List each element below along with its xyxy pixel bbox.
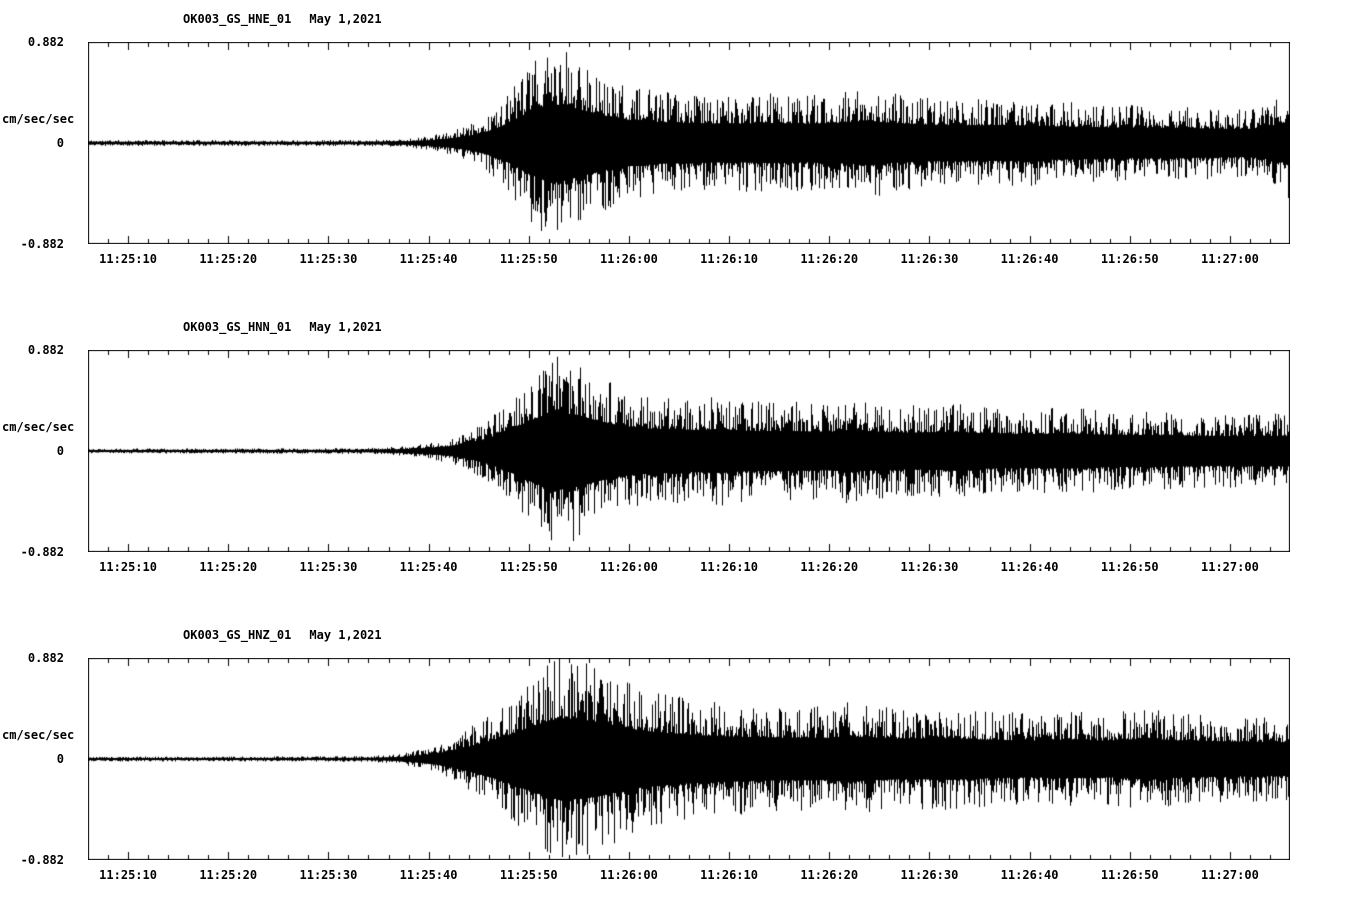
y-tick-min: -0.882 (20, 545, 64, 559)
y-tick-zero: 0 (56, 136, 64, 150)
x-tick-label: 11:25:30 (299, 252, 358, 266)
y-axis-units: cm/sec/sec (2, 728, 75, 742)
x-tick-label: 11:26:30 (900, 560, 959, 574)
x-tick-label: 11:25:30 (299, 560, 358, 574)
x-tick-label: 11:25:30 (299, 868, 358, 882)
x-tick-label: 11:25:10 (99, 560, 157, 574)
x-tick-label: 11:26:40 (1000, 252, 1059, 266)
x-tick-label: 11:26:10 (700, 252, 758, 266)
y-tick-min: -0.882 (20, 237, 64, 251)
y-tick-zero: 0 (56, 752, 64, 766)
x-tick-label: 11:26:20 (800, 252, 859, 266)
y-tick-max: 0.882 (27, 651, 64, 665)
y-tick-min: -0.882 (20, 853, 64, 867)
x-tick-label: 11:26:40 (1000, 560, 1059, 574)
y-tick-zero: 0 (56, 444, 64, 458)
seismogram-panel-hnn: OK003_GS_HNN_01 May 1,2021 0.882 cm/sec/s… (0, 308, 1358, 616)
waveform-plot-hnn (88, 350, 1290, 552)
x-tick-label: 11:25:10 (99, 868, 157, 882)
station-channel-label: OK003_GS_HNE_01 (183, 12, 292, 26)
x-tick-label: 11:25:40 (399, 868, 458, 882)
x-axis-labels: 11:25:10 11:25:20 11:25:30 11:25:40 11:25:50… (88, 252, 1290, 268)
x-tick-label: 11:27:00 (1200, 252, 1259, 266)
y-tick-max: 0.882 (27, 343, 64, 357)
y-axis-units: cm/sec/sec (2, 112, 75, 126)
x-tick-label: 11:25:20 (199, 560, 258, 574)
panel-title: OK003_GS_HNZ_01 May 1,2021 (183, 628, 382, 642)
y-tick-max: 0.882 (27, 35, 64, 49)
x-tick-label: 11:26:10 (700, 868, 758, 882)
panel-title: OK003_GS_HNE_01 May 1,2021 (183, 12, 382, 26)
x-tick-label: 11:26:40 (1000, 868, 1059, 882)
x-tick-label: 11:26:50 (1100, 868, 1159, 882)
x-tick-label: 11:25:50 (499, 560, 558, 574)
x-tick-label: 11:26:10 (700, 560, 758, 574)
x-tick-label: 11:26:30 (900, 252, 959, 266)
x-tick-label: 11:26:50 (1100, 560, 1159, 574)
x-tick-label: 11:26:50 (1100, 252, 1159, 266)
x-tick-label: 11:27:00 (1200, 560, 1259, 574)
x-tick-label: 11:25:50 (499, 868, 558, 882)
x-axis-labels: 11:25:10 11:25:20 11:25:30 11:25:40 11:25:50… (88, 560, 1290, 576)
x-tick-label: 11:26:00 (599, 560, 658, 574)
date-label: May 1,2021 (309, 12, 382, 26)
x-axis-labels: 11:25:10 11:25:20 11:25:30 11:25:40 11:25:50… (88, 868, 1290, 884)
seismogram-panel-hne: OK003_GS_HNE_01 May 1,2021 0.882 cm/sec/s… (0, 0, 1358, 308)
station-channel-label: OK003_GS_HNN_01 (183, 320, 292, 334)
x-tick-label: 11:26:00 (599, 868, 658, 882)
x-tick-label: 11:26:20 (800, 560, 859, 574)
seismogram-panel-hnz: OK003_GS_HNZ_01 May 1,2021 0.882 cm/sec/s… (0, 616, 1358, 924)
x-tick-label: 11:26:30 (900, 868, 959, 882)
waveform-plot-hne (88, 42, 1290, 244)
x-tick-label: 11:25:20 (199, 868, 258, 882)
x-tick-label: 11:26:20 (800, 868, 859, 882)
x-tick-label: 11:26:00 (599, 252, 658, 266)
x-tick-label: 11:25:40 (399, 252, 458, 266)
date-label: May 1,2021 (309, 320, 382, 334)
x-tick-label: 11:25:50 (499, 252, 558, 266)
x-tick-label: 11:27:00 (1200, 868, 1259, 882)
y-axis-units: cm/sec/sec (2, 420, 75, 434)
x-tick-label: 11:25:20 (199, 252, 258, 266)
x-tick-label: 11:25:10 (99, 252, 157, 266)
waveform-plot-hnz (88, 658, 1290, 860)
panel-title: OK003_GS_HNN_01 May 1,2021 (183, 320, 382, 334)
station-channel-label: OK003_GS_HNZ_01 (183, 628, 292, 642)
x-tick-label: 11:25:40 (399, 560, 458, 574)
date-label: May 1,2021 (309, 628, 382, 642)
